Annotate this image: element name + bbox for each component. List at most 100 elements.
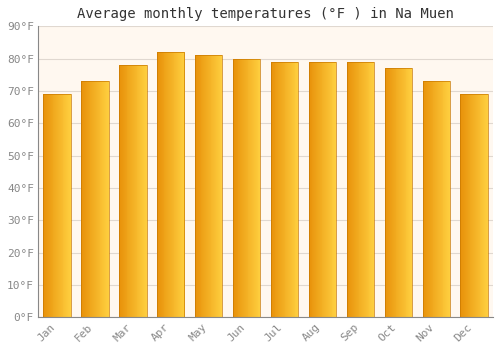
Bar xyxy=(106,81,107,317)
Bar xyxy=(272,62,274,317)
Bar xyxy=(208,55,210,317)
Bar xyxy=(241,59,242,317)
Bar xyxy=(178,52,179,317)
Bar xyxy=(290,62,291,317)
Bar xyxy=(60,94,62,317)
Bar xyxy=(373,62,374,317)
Bar xyxy=(254,59,255,317)
Bar xyxy=(356,62,357,317)
Bar xyxy=(166,52,167,317)
Bar xyxy=(44,94,46,317)
Bar xyxy=(482,94,484,317)
Bar xyxy=(210,55,212,317)
Bar xyxy=(216,55,217,317)
Bar xyxy=(64,94,66,317)
Bar xyxy=(292,62,294,317)
Bar xyxy=(485,94,486,317)
Bar xyxy=(179,52,180,317)
Bar xyxy=(473,94,474,317)
Bar xyxy=(391,68,392,317)
Bar xyxy=(132,65,133,317)
Bar xyxy=(105,81,106,317)
Bar xyxy=(335,62,336,317)
Bar xyxy=(253,59,254,317)
Bar xyxy=(355,62,356,317)
Bar xyxy=(368,62,370,317)
Bar xyxy=(279,62,280,317)
Bar xyxy=(215,55,216,317)
Bar xyxy=(325,62,326,317)
Bar xyxy=(160,52,161,317)
Bar xyxy=(464,94,465,317)
Bar xyxy=(121,65,122,317)
Bar xyxy=(272,62,273,317)
Bar xyxy=(252,59,253,317)
Bar xyxy=(436,81,437,317)
Bar xyxy=(62,94,64,317)
Bar xyxy=(309,62,336,317)
Bar xyxy=(200,55,202,317)
Bar xyxy=(143,65,144,317)
Bar xyxy=(244,59,245,317)
Bar xyxy=(140,65,141,317)
Bar xyxy=(467,94,468,317)
Bar xyxy=(93,81,94,317)
Bar xyxy=(462,94,464,317)
Bar xyxy=(144,65,146,317)
Bar xyxy=(170,52,171,317)
Bar xyxy=(104,81,105,317)
Bar xyxy=(44,94,70,317)
Bar xyxy=(103,81,104,317)
Bar xyxy=(271,62,272,317)
Bar xyxy=(444,81,446,317)
Bar xyxy=(319,62,320,317)
Bar xyxy=(354,62,355,317)
Bar xyxy=(474,94,475,317)
Bar xyxy=(360,62,362,317)
Bar xyxy=(326,62,327,317)
Bar xyxy=(324,62,326,317)
Bar xyxy=(258,59,260,317)
Bar xyxy=(327,62,328,317)
Bar xyxy=(484,94,485,317)
Bar xyxy=(256,59,258,317)
Bar xyxy=(402,68,403,317)
Bar xyxy=(70,94,71,317)
Bar xyxy=(122,65,123,317)
Bar xyxy=(84,81,85,317)
Bar xyxy=(483,94,484,317)
Bar xyxy=(408,68,410,317)
Bar xyxy=(346,62,348,317)
Bar xyxy=(282,62,284,317)
Bar xyxy=(274,62,276,317)
Bar xyxy=(218,55,220,317)
Bar xyxy=(212,55,214,317)
Bar xyxy=(392,68,393,317)
Bar xyxy=(427,81,428,317)
Bar xyxy=(384,68,386,317)
Bar xyxy=(176,52,177,317)
Bar xyxy=(164,52,166,317)
Bar xyxy=(102,81,103,317)
Bar xyxy=(248,59,250,317)
Bar xyxy=(403,68,404,317)
Bar xyxy=(92,81,93,317)
Bar xyxy=(181,52,182,317)
Bar xyxy=(96,81,97,317)
Bar xyxy=(69,94,70,317)
Bar xyxy=(57,94,58,317)
Bar xyxy=(442,81,444,317)
Bar xyxy=(90,81,92,317)
Bar xyxy=(128,65,130,317)
Bar xyxy=(206,55,207,317)
Bar xyxy=(449,81,450,317)
Bar xyxy=(245,59,246,317)
Bar xyxy=(394,68,396,317)
Bar xyxy=(119,65,146,317)
Bar xyxy=(169,52,170,317)
Bar xyxy=(86,81,87,317)
Bar xyxy=(426,81,427,317)
Bar xyxy=(217,55,218,317)
Bar xyxy=(198,55,200,317)
Bar xyxy=(123,65,124,317)
